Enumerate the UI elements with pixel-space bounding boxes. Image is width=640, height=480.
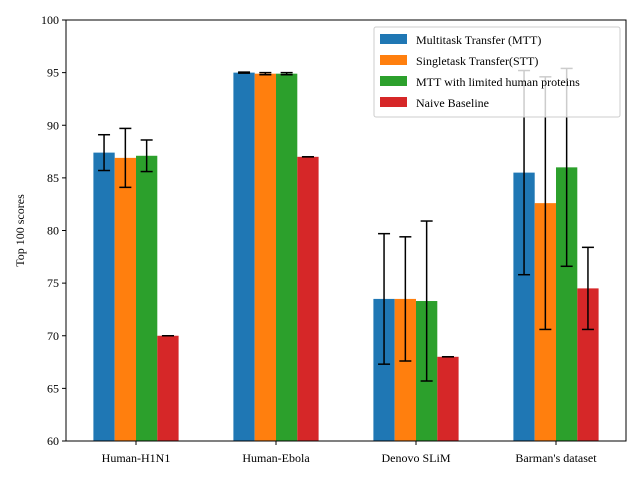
- bar-1-0: [114, 157, 136, 441]
- x-tick-label: Denovo SLiM: [382, 451, 451, 465]
- bar-0-2: [373, 298, 395, 441]
- bar-3-2: [437, 356, 459, 441]
- legend-label: Singletask Transfer(STT): [416, 54, 538, 68]
- legend-label: MTT with limited human proteins: [416, 75, 580, 89]
- bar-3-1: [297, 156, 319, 441]
- y-tick-label: 100: [41, 13, 59, 27]
- error-bar-2-1: [280, 71, 293, 76]
- legend-label: Multitask Transfer (MTT): [416, 33, 541, 47]
- error-bar-0-1: [238, 71, 251, 74]
- y-axis-label: Top 100 scores: [13, 194, 27, 267]
- legend-box: [373, 26, 621, 118]
- legend-swatch: [380, 97, 407, 107]
- legend-swatch: [380, 34, 407, 44]
- legend-entry-2: MTT with limited human proteins: [380, 75, 580, 89]
- error-bar-1-1: [259, 71, 272, 76]
- x-tick-label: Human-Ebola: [242, 451, 310, 465]
- bar-3-0: [157, 335, 179, 441]
- bars-layer: [93, 72, 599, 442]
- x-tick-label: Barman's dataset: [515, 451, 597, 465]
- bar-0-3: [513, 172, 535, 442]
- bar-0-1: [233, 72, 255, 441]
- error-bar-1-2: [399, 236, 412, 362]
- error-bar-2-0: [140, 139, 153, 173]
- error-bar-3-3: [581, 246, 594, 331]
- y-axis-ticks: 60 65 70 75 80 85 90 95 100: [41, 13, 66, 448]
- bar-1-1: [254, 73, 276, 442]
- error-bar-0-0: [98, 133, 111, 172]
- y-tick-label: 60: [47, 434, 59, 448]
- error-bar-2-2: [420, 220, 433, 382]
- legend-swatch: [380, 55, 407, 65]
- legend-swatch: [380, 76, 407, 86]
- bar-2-0: [136, 155, 158, 441]
- y-tick-label: 75: [47, 276, 59, 290]
- y-tick-label: 90: [47, 118, 59, 132]
- y-tick-label: 80: [47, 224, 59, 238]
- bar-3-3: [577, 288, 599, 441]
- bar-1-2: [394, 298, 416, 441]
- legend-entry-3: Naive Baseline: [380, 96, 489, 110]
- bar-0-0: [93, 152, 115, 442]
- y-tick-label: 85: [47, 171, 59, 185]
- y-tick-label: 95: [47, 66, 59, 80]
- y-tick-label: 65: [47, 381, 59, 395]
- legend-entry-1: Singletask Transfer(STT): [380, 54, 538, 68]
- x-tick-label: Human-H1N1: [102, 451, 171, 465]
- bar-2-3: [556, 167, 578, 441]
- bar-2-1: [276, 73, 298, 442]
- y-tick-label: 70: [47, 329, 59, 343]
- x-axis-ticks: Human-H1N1 Human-Ebola Denovo SLiM Barman's…: [102, 441, 597, 465]
- legend-entry-0: Multitask Transfer (MTT): [380, 33, 541, 47]
- error-bar-0-2: [378, 232, 391, 365]
- legend-label: Naive Baseline: [416, 96, 489, 110]
- legend: Multitask Transfer (MTT) Singletask Trans…: [373, 26, 621, 118]
- error-bar-1-0: [119, 127, 132, 189]
